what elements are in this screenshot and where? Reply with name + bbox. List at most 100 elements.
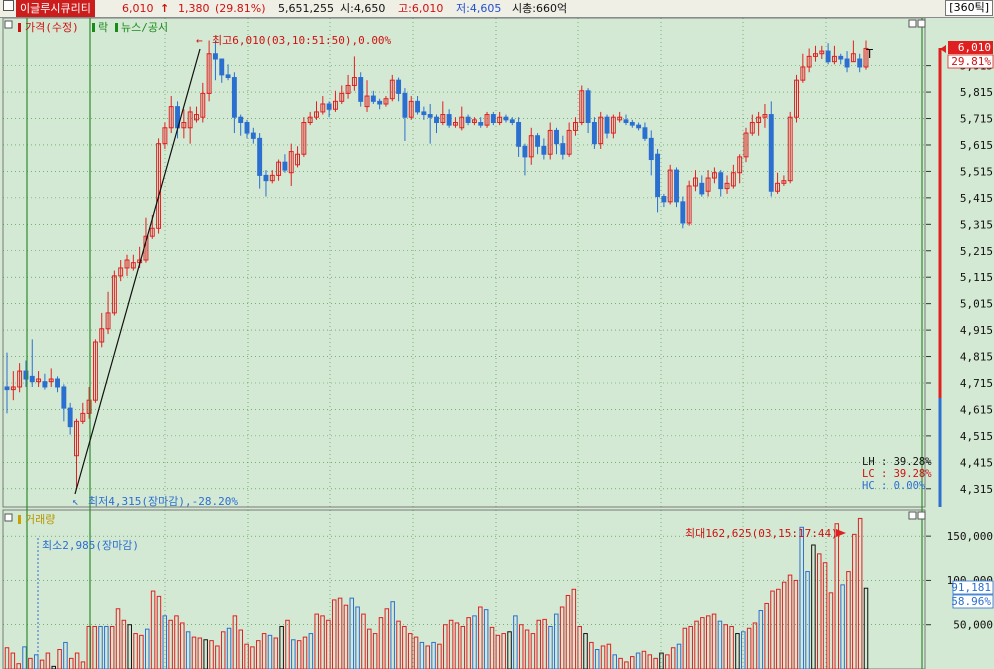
candle-body (661, 196, 667, 203)
candle (421, 106, 427, 120)
max-price-annotation: 최고6,010(03,10:51:50),0.00% (212, 34, 392, 47)
candle (831, 45, 837, 65)
volume-bar (466, 617, 471, 669)
candle-body (358, 77, 364, 102)
candle (503, 114, 509, 123)
price-panel-menu-button[interactable] (4, 20, 13, 29)
price-axis-label: 4,815 (960, 351, 993, 364)
volume-bar (746, 627, 752, 669)
candle (80, 402, 86, 424)
candle (718, 170, 724, 197)
volume-legend[interactable]: 거래량 (25, 513, 55, 526)
candle-body (250, 132, 256, 139)
volume-bar (589, 641, 594, 669)
candle-body (857, 58, 863, 68)
candle (383, 96, 389, 107)
candle-body (775, 182, 781, 192)
candle (320, 96, 326, 115)
candle-body (737, 156, 743, 174)
candle-body (730, 172, 736, 187)
volume-bar (109, 625, 115, 669)
volume-bar (454, 622, 460, 669)
candle (516, 117, 522, 157)
candle-body (762, 114, 768, 118)
candle-body (642, 127, 648, 139)
candle-body (42, 381, 48, 388)
candle-body (825, 50, 831, 63)
candle-body (276, 161, 282, 176)
candle (67, 402, 73, 435)
volume-panel-minimize-button[interactable] (908, 511, 917, 520)
volume-panel (2, 509, 926, 669)
candle (156, 138, 162, 234)
candle-body (36, 378, 42, 383)
tick-interval-selector[interactable]: [360틱] (945, 0, 993, 16)
candle (212, 40, 218, 81)
candle-body (10, 386, 16, 391)
volume-bar (729, 625, 734, 669)
candle-body (149, 227, 155, 237)
candle (737, 154, 743, 184)
candle (118, 260, 124, 282)
price-panel-minimize-button[interactable] (908, 19, 917, 28)
candle-body (389, 79, 395, 100)
candle (775, 172, 781, 194)
stock-name-tag[interactable]: 이글루시큐리티 (16, 0, 95, 17)
candle-body (440, 114, 446, 123)
current-price-pointer-icon (940, 45, 946, 53)
candle (301, 117, 307, 157)
price-panel-close-button[interactable] (917, 19, 926, 28)
price-axis-label: 4,315 (960, 483, 993, 496)
volume-bar (682, 627, 688, 669)
candle (402, 88, 408, 142)
select-checkbox[interactable] (3, 0, 14, 11)
candle-body (674, 169, 679, 203)
candle-body (743, 132, 749, 158)
candle (598, 111, 604, 149)
candle (61, 384, 67, 422)
candle (661, 193, 667, 208)
candle-body (718, 172, 724, 190)
candle (257, 133, 263, 189)
candle (497, 111, 503, 126)
candle (10, 371, 16, 401)
volume-bar (443, 624, 448, 669)
candle (219, 58, 225, 83)
candle (693, 170, 698, 192)
current-pct-box (947, 54, 994, 69)
candle (74, 418, 79, 488)
candle-body (528, 135, 534, 158)
candle (86, 386, 92, 419)
volume-bar (80, 661, 86, 669)
candle (655, 148, 661, 213)
candle-body (332, 100, 338, 110)
candle (806, 48, 812, 73)
candle (181, 109, 187, 139)
candle (345, 74, 351, 99)
candle-body (604, 116, 610, 134)
candle (478, 117, 484, 128)
volume-panel-close-button[interactable] (917, 511, 926, 520)
volume-value: 5,651,255 (278, 2, 334, 15)
candle (434, 114, 439, 134)
volume-bar (273, 637, 279, 669)
candle-body (648, 137, 654, 161)
news-legend[interactable]: 뉴스/공시 (121, 21, 168, 34)
candle-body (503, 116, 509, 121)
candle (648, 130, 654, 176)
volume-bar (822, 562, 828, 669)
candle-body (206, 53, 212, 94)
volume-panel-menu-button[interactable] (4, 513, 13, 522)
candle (547, 122, 553, 160)
volume-bar (402, 625, 407, 669)
price-legend[interactable]: 가격(수정) (25, 21, 79, 34)
candle (781, 175, 787, 186)
candle-body (850, 53, 856, 63)
candle (825, 43, 831, 65)
candle-body (598, 116, 604, 145)
candle-body (61, 386, 67, 409)
volume-bar (717, 620, 723, 669)
rak-legend[interactable]: 락 (98, 21, 108, 34)
candle (326, 101, 332, 118)
